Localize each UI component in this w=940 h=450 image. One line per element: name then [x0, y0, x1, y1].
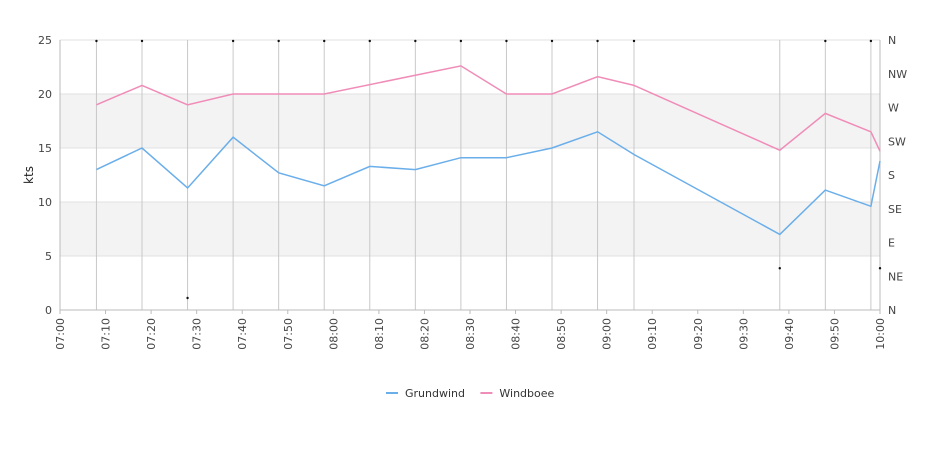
- legend-label-windboee: Windboee: [499, 387, 554, 400]
- direction-marker: [778, 267, 781, 270]
- direction-label: N: [888, 304, 896, 317]
- x-tick-label: 09:40: [783, 318, 796, 350]
- direction-marker: [95, 39, 98, 43]
- x-tick-label: 10:00: [874, 318, 887, 350]
- x-tick-label: 08:20: [418, 318, 431, 350]
- series-line-windboee: [96, 65, 881, 152]
- x-tick-label: 07:30: [191, 318, 204, 350]
- y-tick-label: 25: [38, 34, 52, 47]
- direction-marker: [323, 39, 326, 43]
- direction-marker: [505, 39, 508, 43]
- x-tick-label: 07:40: [236, 318, 249, 350]
- x-tick-label: 08:00: [327, 318, 340, 350]
- x-tick-label: 09:20: [692, 318, 705, 350]
- x-tick-label: 08:40: [510, 318, 523, 350]
- direction-label: N: [888, 34, 896, 47]
- y-tick-label: 10: [38, 196, 52, 209]
- direction-marker: [459, 39, 463, 43]
- x-tick-label: 08:30: [464, 318, 477, 350]
- direction-label: SW: [888, 135, 906, 148]
- direction-label: NE: [888, 270, 903, 283]
- direction-marker: [277, 39, 280, 43]
- y-tick-label: 5: [45, 250, 52, 263]
- x-tick-label: 09:00: [601, 318, 614, 350]
- direction-marker: [231, 39, 235, 43]
- direction-marker: [632, 39, 636, 43]
- x-tick-label: 09:10: [646, 318, 659, 350]
- x-tick-label: 08:50: [555, 318, 568, 350]
- direction-marker: [869, 39, 873, 43]
- x-tick-label: 07:00: [54, 318, 67, 350]
- x-tick-label: 07:20: [145, 318, 158, 350]
- direction-label: S: [888, 169, 895, 182]
- direction-label: NW: [888, 68, 907, 81]
- direction-marker: [550, 39, 554, 43]
- direction-label: SE: [888, 203, 902, 216]
- y-tick-label: 0: [45, 304, 52, 317]
- direction-marker: [596, 39, 599, 43]
- x-tick-label: 07:10: [100, 318, 113, 350]
- direction-marker: [368, 39, 371, 43]
- direction-marker: [414, 39, 417, 43]
- direction-label: E: [888, 237, 895, 250]
- y-axis-title: kts: [22, 166, 36, 184]
- direction-marker: [878, 267, 882, 270]
- direction-label: W: [888, 102, 899, 115]
- direction-marker: [140, 39, 144, 43]
- direction-marker: [824, 39, 827, 43]
- y-tick-label: 15: [38, 142, 52, 155]
- legend-label-grundwind: Grundwind: [405, 387, 465, 400]
- x-tick-label: 09:30: [737, 318, 750, 350]
- direction-marker: [186, 296, 189, 300]
- x-tick-label: 08:10: [373, 318, 386, 350]
- band-5-10: [60, 202, 880, 256]
- x-tick-label: 07:50: [282, 318, 295, 350]
- series-line-grundwind: [96, 130, 881, 236]
- x-tick-label: 09:50: [828, 318, 841, 350]
- y-tick-label: 20: [38, 88, 52, 101]
